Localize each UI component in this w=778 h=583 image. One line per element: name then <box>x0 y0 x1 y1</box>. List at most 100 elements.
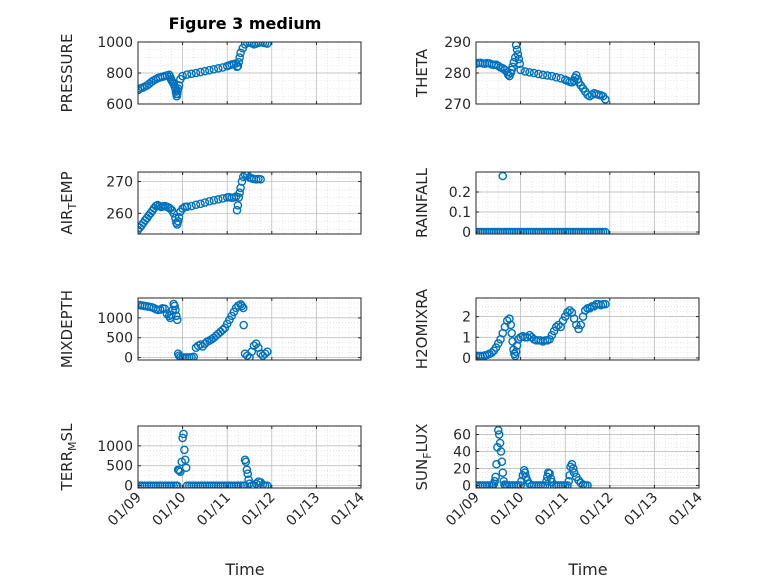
data-point <box>234 57 244 67</box>
data-point <box>512 341 522 350</box>
data-point <box>511 347 521 357</box>
data-series <box>138 172 265 234</box>
data-point <box>540 481 550 488</box>
data-point <box>545 469 554 478</box>
data-point <box>174 212 184 222</box>
y-tick-label: 1000 <box>97 311 133 327</box>
data-point <box>263 347 272 356</box>
data-point <box>235 53 244 62</box>
data-point <box>232 205 242 215</box>
y-tick-label: 0 <box>462 225 471 241</box>
data-point <box>578 480 588 488</box>
data-point <box>213 195 223 204</box>
subplot-rainfall: 0 0.1 0.2 RAINFALL <box>413 167 700 241</box>
data-point <box>138 225 143 234</box>
data-point <box>263 42 272 48</box>
y-tick-label: 40 <box>453 444 471 460</box>
data-point <box>493 61 503 71</box>
data-point <box>513 50 523 59</box>
x-tick-label: 01/14 <box>328 489 368 529</box>
y-tick-label: 1000 <box>97 35 133 51</box>
subplot-theta: 270 280 290 THETA <box>413 35 700 113</box>
data-point <box>529 68 539 78</box>
data-point <box>576 320 586 330</box>
data-point <box>172 311 181 321</box>
data-point <box>487 348 496 358</box>
data-point <box>574 324 583 334</box>
data-point <box>498 468 508 478</box>
y-axis-label: H2OMIXRA <box>413 288 431 369</box>
data-point <box>260 349 270 358</box>
data-point <box>213 64 223 73</box>
data-point <box>496 447 506 456</box>
data-point <box>172 89 182 99</box>
y-tick-label: 800 <box>106 66 133 82</box>
data-point <box>520 468 530 478</box>
data-point <box>200 198 210 207</box>
x-axis-label-right: Time <box>567 560 607 579</box>
data-point <box>263 481 272 488</box>
data-point <box>174 81 184 90</box>
data-point <box>538 70 548 80</box>
data-point <box>191 200 201 210</box>
x-tick-label: 01/13 <box>283 490 323 530</box>
y-axis-label: THETA <box>413 48 431 98</box>
data-point <box>238 303 248 313</box>
y-tick-label: 0 <box>462 351 471 367</box>
data-point <box>243 469 253 478</box>
data-point <box>237 177 247 186</box>
figure-title: Figure 3 medium <box>169 14 322 33</box>
y-tick-label: 500 <box>106 459 133 475</box>
data-point <box>180 455 190 465</box>
data-point <box>239 320 249 330</box>
data-point <box>510 351 520 360</box>
data-point <box>178 433 187 443</box>
data-point <box>181 463 191 473</box>
y-axis-label: RAINFALL <box>413 167 431 238</box>
axes-box <box>137 425 362 489</box>
data-point <box>515 59 525 69</box>
data-point <box>564 476 574 486</box>
subplot-terr-msl: 0 500 1000 01/09 01/10 01/11 01/12 01/13 01/14 TE… <box>58 423 368 529</box>
data-point <box>196 67 205 77</box>
y-tick-label: 270 <box>444 97 471 113</box>
data-point <box>558 316 568 326</box>
data-point <box>176 467 185 477</box>
y-axis-label: MIXDEPTH <box>58 290 76 368</box>
data-point <box>236 48 245 58</box>
data-point <box>179 429 188 439</box>
data-point <box>196 199 205 209</box>
data-point <box>572 320 581 330</box>
data-point <box>601 299 610 309</box>
data-point <box>506 320 516 330</box>
data-series <box>476 299 610 360</box>
x-tick-label: 01/10 <box>150 490 190 530</box>
x-axis-label-left: Time <box>224 560 264 579</box>
axes-box <box>475 171 700 235</box>
data-point <box>200 66 210 76</box>
data-point <box>507 328 516 338</box>
data-point <box>234 193 244 202</box>
x-tick-label: 01/11 <box>194 490 234 530</box>
subplot-mixdepth: 0 500 1000 MIXDEPTH <box>58 290 362 368</box>
data-point <box>209 64 219 74</box>
subplot-air-temp: 260 270 AIRTEMP <box>58 171 362 235</box>
data-point <box>551 73 561 82</box>
data-series <box>476 42 610 104</box>
data-point <box>543 71 552 80</box>
data-point <box>563 308 572 317</box>
data-point <box>495 438 505 448</box>
data-point <box>583 481 592 488</box>
data-point <box>235 188 244 197</box>
axes-box <box>137 171 362 235</box>
data-point <box>534 69 543 79</box>
x-tick-label: 01/09 <box>443 490 483 530</box>
data-point <box>187 201 196 211</box>
data-point <box>138 85 143 95</box>
y-tick-label: 60 <box>453 427 471 443</box>
data-point <box>237 301 247 311</box>
data-point <box>547 71 557 81</box>
